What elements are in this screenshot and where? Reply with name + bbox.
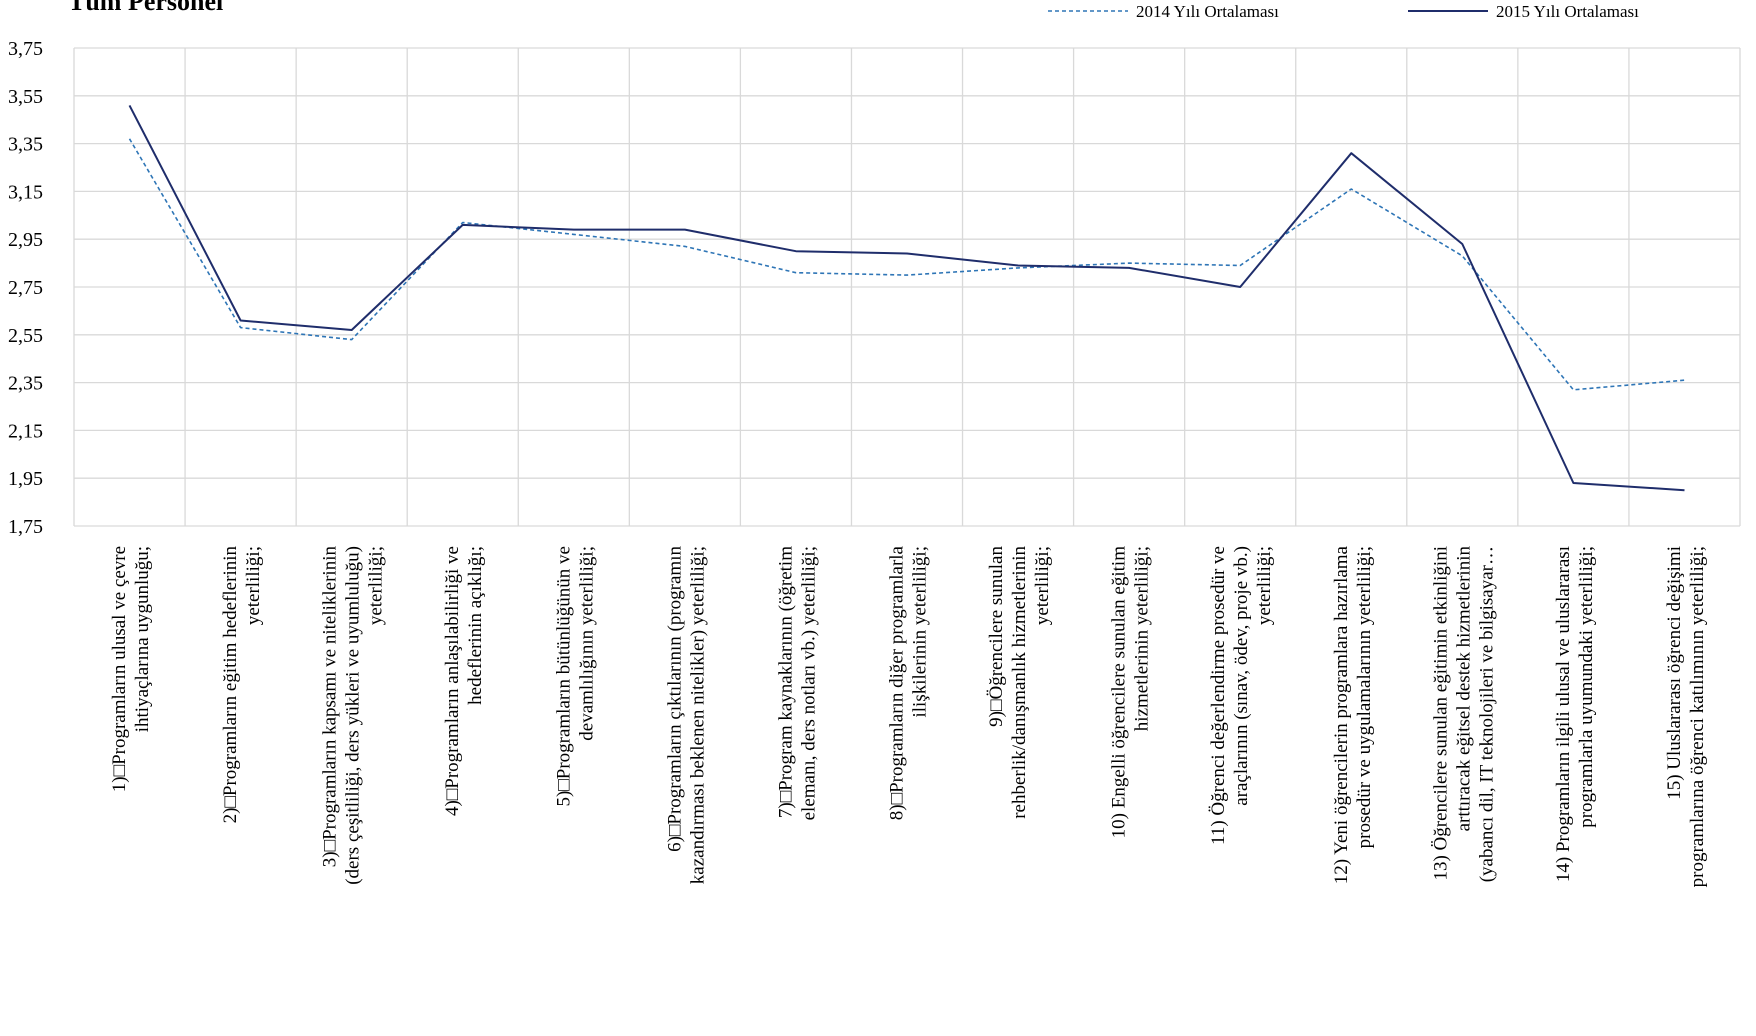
legend-label: 2014 Yılı Ortalaması xyxy=(1136,2,1279,21)
x-tick-label: prosedür ve uygulamalarının yeterliliği; xyxy=(1354,546,1375,848)
x-tick-label: yeterliliği; xyxy=(243,546,264,625)
y-tick-label: 3,35 xyxy=(8,134,43,156)
y-tick-label: 1,95 xyxy=(8,468,43,490)
x-category-label: 12) Yeni öğrencilerin programlara hazırl… xyxy=(1331,545,1375,884)
x-category-label: 10) Engelli öğrencilere sunulan eğitim hi… xyxy=(1109,546,1153,839)
x-tick-label: 6)□Programların çıktılarının (programın xyxy=(664,546,685,852)
y-tick-label: 2,15 xyxy=(8,420,43,442)
x-tick-label: 12) Yeni öğrencilerin programlara hazırl… xyxy=(1331,545,1352,884)
x-tick-label: 9)□Öğrencilere sunulan xyxy=(986,546,1007,727)
series-line-2015 xyxy=(128,104,1685,492)
x-tick-label: rehberlik/danışmanlık hizmetlerinin xyxy=(1009,546,1030,819)
y-tick-label: 2,95 xyxy=(8,229,43,251)
x-axis: 1)□Programların ulusal ve çevre ihtiyaçla… xyxy=(109,545,1708,887)
x-tick-label: elemanı, ders notları vb.) yeterliliği; xyxy=(798,546,819,820)
x-tick-label: 7)□Program kaynaklarının (öğretim xyxy=(775,546,796,818)
x-category-label: 6)□Programların çıktılarının (programın k… xyxy=(664,546,708,885)
chart-title: Tüm Personel xyxy=(68,0,223,16)
x-category-label: 11) Öğrenci değerlendirme prosedür ve ara… xyxy=(1208,546,1275,845)
x-category-label: 7)□Program kaynaklarının (öğretim elemanı… xyxy=(775,546,819,821)
x-tick-label: yeterliliği; xyxy=(1032,546,1053,625)
y-tick-label: 3,55 xyxy=(8,86,43,108)
x-category-label: 3)□Programların kapsamı ve niteliklerini… xyxy=(320,546,387,885)
y-tick-label: 3,75 xyxy=(8,38,43,60)
x-tick-label: hedeflerinin açıklığı; xyxy=(465,546,486,705)
y-tick-label: 2,35 xyxy=(8,373,43,395)
series-layer xyxy=(128,104,1685,492)
x-tick-label: yeterliliği; xyxy=(1254,546,1275,625)
legend-label: 2015 Yılı Ortalaması xyxy=(1496,2,1639,21)
x-tick-label: 5)□Programların bütünlüğünün ve xyxy=(553,546,574,807)
x-tick-label: kazandırması beklenen nitelikler) yeterl… xyxy=(687,546,708,884)
x-category-label: 14) Programların ilgili ulusal ve ulusla… xyxy=(1553,546,1597,882)
x-category-label: 2)□Programların eğitim hedeflerinin yeter… xyxy=(220,546,264,824)
x-tick-label: yeterliliği; xyxy=(366,546,387,625)
x-tick-label: (ders çeşitliliği, ders yükleri ve uyuml… xyxy=(343,546,364,885)
x-tick-label: 15) Uluslararası öğrenci değişimi xyxy=(1664,546,1685,800)
y-axis: 3,75 3,55 3,35 3,15 2,95 2,75 2,55 2,35 2,15 1,95… xyxy=(8,38,43,538)
x-category-label: 8)□Programların diğer programlarla ilişki… xyxy=(887,545,931,820)
x-category-label: 1)□Programların ulusal ve çevre ihtiyaçla… xyxy=(109,546,153,792)
x-tick-label: 10) Engelli öğrencilere sunulan eğitim xyxy=(1109,546,1130,839)
x-tick-label: ihtiyaçlarına uygunluğu; xyxy=(132,546,153,732)
x-tick-label: hizmetlerinin yeterliliği; xyxy=(1132,546,1153,731)
x-category-label: 4)□Programların anlaşılabilirliği ve hede… xyxy=(442,546,486,816)
x-tick-label: 13) Öğrencilere sunulan eğitimin etkinli… xyxy=(1430,546,1451,881)
x-category-label: 15) Uluslararası öğrenci değişimi program… xyxy=(1664,546,1708,887)
x-tick-label: 11) Öğrenci değerlendirme prosedür ve xyxy=(1208,546,1229,845)
x-tick-label: ilişkilerinin yeterliliği; xyxy=(910,546,931,718)
y-tick-label: 2,55 xyxy=(8,325,43,347)
x-tick-label: 1)□Programların ulusal ve çevre xyxy=(109,546,130,792)
x-category-label: 5)□Programların bütünlüğünün ve devamlılı… xyxy=(553,546,597,807)
x-category-label: 13) Öğrencilere sunulan eğitimin etkinli… xyxy=(1430,546,1497,883)
grid xyxy=(73,47,1741,527)
x-tick-label: 3)□Programların kapsamı ve niteliklerini… xyxy=(320,546,341,868)
x-tick-label: 14) Programların ilgili ulusal ve ulusla… xyxy=(1553,546,1574,882)
x-tick-label: araçlarının (sınav, ödev, proje vb.) xyxy=(1231,546,1252,806)
legend: 2014 Yılı Ortalaması 2015 Yılı Ortalaması xyxy=(1048,2,1639,21)
y-tick-label: 2,75 xyxy=(8,277,43,299)
x-tick-label: 2)□Programların eğitim hedeflerinin xyxy=(220,546,241,824)
y-tick-label: 3,15 xyxy=(8,181,43,203)
x-tick-label: 8)□Programların diğer programlarla xyxy=(887,545,908,820)
x-tick-label: devamlılığının yeterliliği; xyxy=(576,546,597,741)
x-tick-label: programlarına öğrenci katılımının yeterl… xyxy=(1687,546,1708,887)
x-tick-label: programlarla uyumundaki yeterliliği; xyxy=(1576,546,1597,828)
x-category-label: 9)□Öğrencilere sunulan rehberlik/danışman… xyxy=(986,546,1053,819)
y-tick-label: 1,75 xyxy=(8,516,43,538)
x-tick-label: 4)□Programların anlaşılabilirliği ve xyxy=(442,546,463,816)
x-tick-label: arttıracak eğitsel destek hizmetlerinin xyxy=(1453,546,1474,832)
series-line-2014 xyxy=(128,138,1685,391)
x-tick-label: (yabancı dil, IT teknolojileri ve bilgis… xyxy=(1476,546,1497,882)
